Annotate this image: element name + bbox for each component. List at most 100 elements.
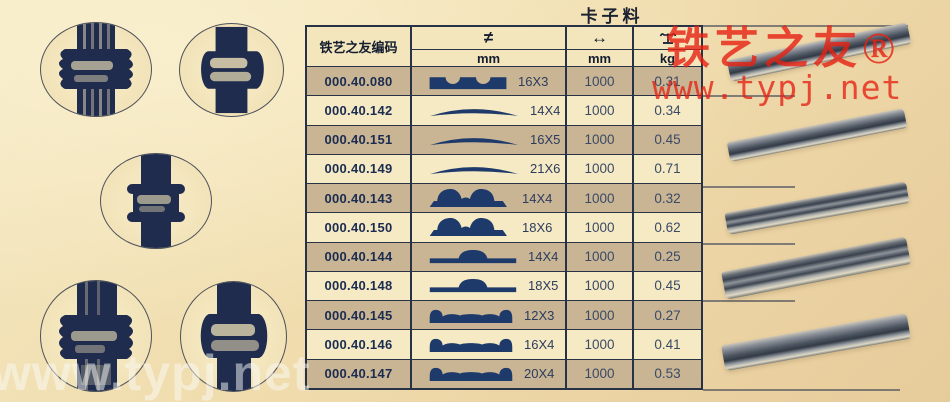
- length-value: 1000: [567, 154, 634, 184]
- product-code: 000.40.150: [307, 213, 412, 242]
- clamp-ribbed-illustration: [59, 23, 133, 116]
- weight-value: 0.27: [654, 307, 681, 323]
- table-header: 铁艺之友编码 ≠ mm ↔ mm kg: [307, 27, 701, 66]
- weight-unit-label: kg: [659, 50, 676, 66]
- table-row: 000.40.142 14X4 1000 0.34: [307, 95, 701, 125]
- length-value: 1000: [567, 330, 634, 359]
- product-code: 000.40.144: [307, 242, 412, 271]
- profile-size: 16X5: [530, 132, 561, 148]
- table-row: 000.40.144 14X4 1000 0.25: [307, 241, 701, 271]
- profile-shape-icon: [428, 217, 512, 237]
- length-value: 1000: [567, 271, 634, 301]
- profile-shape-icon: [428, 307, 514, 324]
- table-row: 000.40.149 21X6 1000 0.71: [307, 153, 701, 184]
- table-row: 000.40.143 14X4 1000 0.32: [307, 183, 701, 213]
- product-photo-clamp-spool: [100, 153, 212, 249]
- profile-shape-icon: [428, 162, 520, 175]
- profile-cell: 12X3: [412, 301, 567, 330]
- product-code: 000.40.146: [307, 330, 412, 359]
- profile-cell: 16X3: [412, 67, 567, 96]
- profile-size: 18X6: [522, 219, 553, 235]
- group-separator-3: [703, 243, 795, 245]
- profile-unit-label: mm: [476, 50, 501, 66]
- length-value: 1000: [567, 96, 634, 125]
- product-code: 000.40.145: [307, 301, 412, 330]
- length-value: 1000: [567, 301, 634, 330]
- product-photo-clamp-barrel: [180, 281, 287, 392]
- product-code: 000.40.147: [307, 359, 412, 388]
- profile-cell: 18X6: [412, 213, 567, 242]
- profile-size: 20X4: [524, 366, 555, 382]
- clamp-barrel-illustration: [200, 282, 268, 391]
- clamp-spool-illustration: [127, 154, 185, 248]
- profile-size: 12X3: [524, 307, 555, 323]
- profile-shape-icon: [428, 336, 514, 353]
- weight-value: 0.71: [654, 161, 681, 177]
- weight-value: 0.25: [654, 249, 681, 265]
- product-code: 000.40.080: [307, 67, 412, 96]
- clamp-smooth-illustration: [201, 26, 264, 114]
- profile-cell: 16X5: [412, 125, 567, 154]
- product-photo-clamp-ribbed-fluted: [40, 22, 152, 117]
- weight-value: 0.41: [654, 337, 681, 353]
- length-column-header: ↔ mm: [567, 27, 634, 66]
- profile-shape-icon: [428, 188, 512, 208]
- table-row: 000.40.147 20X4 1000 0.53: [307, 358, 701, 388]
- length-value: 1000: [567, 184, 634, 213]
- group-separator-1: [703, 95, 795, 97]
- balance-scale-icon: [634, 27, 701, 50]
- profile-shape-icon: [428, 278, 518, 293]
- table-row: 000.40.150 18X6 1000 0.62: [307, 212, 701, 242]
- profile-size: 14X4: [528, 249, 559, 265]
- profile-shape-icon: [428, 133, 520, 146]
- table-row: 000.40.148 18X5 1000 0.45: [307, 270, 701, 301]
- length-value: 1000: [567, 125, 634, 154]
- group-separator-2: [703, 186, 795, 188]
- profile-shape-icon: [428, 104, 520, 117]
- url-watermark-bottom: www.typj.net: [0, 345, 311, 401]
- product-code: 000.40.143: [307, 184, 412, 213]
- weight-value: 0.62: [654, 219, 681, 235]
- table-body: 000.40.080 16X3 1000 0.31 000.40.142 14X…: [307, 66, 701, 388]
- profile-shape-icon: [428, 365, 514, 382]
- right-bottom-rule: [703, 389, 900, 391]
- table-row: 000.40.145 12X3 1000 0.27: [307, 300, 701, 330]
- weight-value: 0.45: [654, 278, 681, 294]
- profile-cell: 20X4: [412, 359, 567, 388]
- right-top-rule: [703, 25, 908, 27]
- product-code: 000.40.142: [307, 96, 412, 125]
- profile-cell: 14X4: [412, 242, 567, 271]
- length-value: 1000: [567, 242, 634, 271]
- profile-cell: 14X4: [412, 184, 567, 213]
- clamp-ribbed-textured-illustration: [59, 281, 133, 391]
- weight-value: 0.32: [654, 190, 681, 206]
- profile-size: 16X3: [518, 73, 549, 89]
- product-photo-clamp-smooth: [179, 23, 284, 117]
- profile-size: 14X4: [522, 190, 553, 206]
- group-separator-4: [703, 300, 795, 302]
- weight-value: 0.34: [654, 102, 681, 118]
- strip-photo-arc: [726, 108, 908, 162]
- product-photo-clamp-ribbed-textured: [40, 280, 152, 392]
- product-code: 000.40.149: [307, 154, 412, 184]
- clamp-material-table: 铁艺之友编码 ≠ mm ↔ mm kg: [305, 25, 703, 390]
- profile-size: 18X5: [528, 278, 559, 294]
- strip-photo-wavy: [721, 312, 911, 372]
- left-right-arrow-symbol: ↔: [567, 27, 632, 50]
- profile-size: 21X6: [530, 161, 561, 177]
- profile-shape-icon: [428, 73, 508, 90]
- strip-photo-two-hump: [724, 181, 910, 235]
- url-watermark-red: www.typj.net: [652, 68, 903, 107]
- profile-cell: 18X5: [412, 271, 567, 301]
- table-row: 000.40.151 16X5 1000 0.45: [307, 124, 701, 154]
- length-value: 1000: [567, 359, 634, 388]
- profile-size: 16X4: [524, 337, 555, 353]
- weight-value: 0.31: [654, 73, 681, 89]
- brand-watermark: 铁艺之友®: [666, 24, 900, 73]
- length-value: 1000: [567, 67, 634, 96]
- weight-column-header: kg: [634, 27, 701, 66]
- weight-value: 0.53: [654, 366, 681, 382]
- code-column-header: 铁艺之友编码: [307, 27, 412, 66]
- profile-column-header: ≠ mm: [412, 27, 567, 66]
